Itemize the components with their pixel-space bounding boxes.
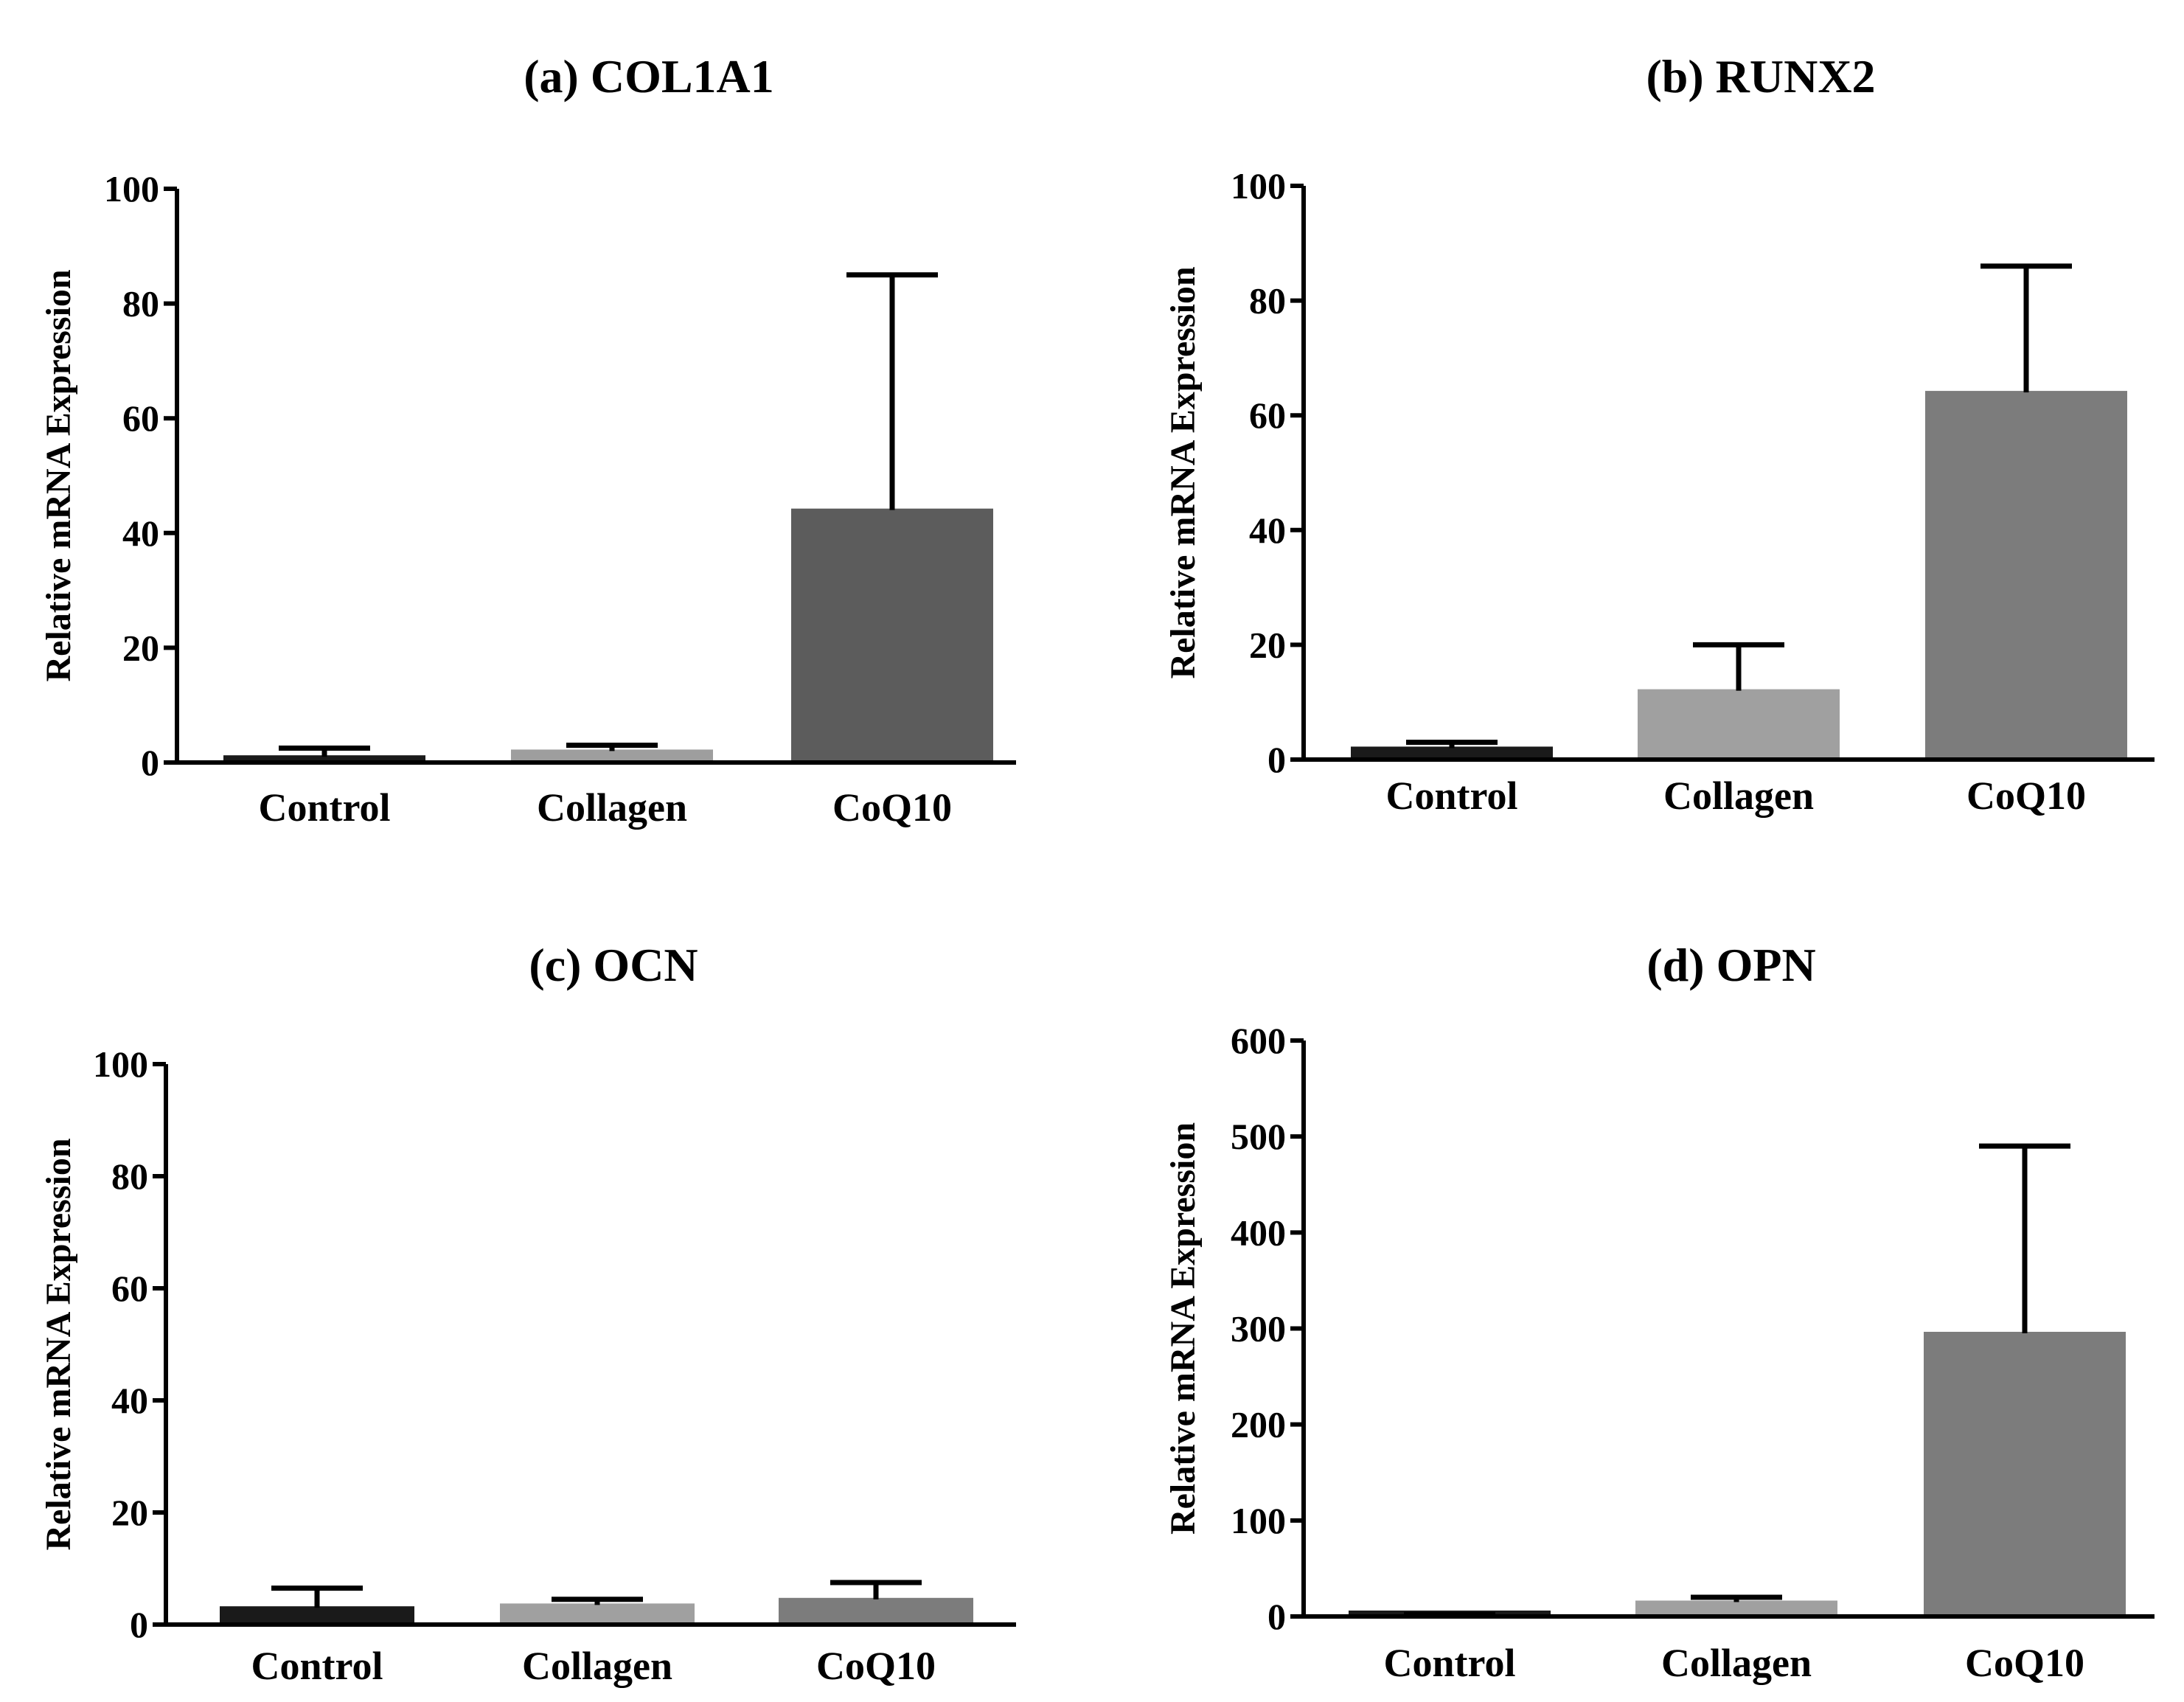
- panel-b-y-tick-label-40: 40: [1249, 510, 1286, 551]
- panel-c-category-label-control: Control: [251, 1644, 383, 1688]
- panel-b-y-tick-label-20: 20: [1249, 624, 1286, 665]
- panel-c-y-tick-label-0: 0: [130, 1604, 148, 1645]
- panel-d-y-tick-label-100: 100: [1231, 1500, 1286, 1541]
- panel-b-y-tick-label-0: 0: [1267, 739, 1286, 780]
- panel-a: (a) COL1A1 Relative mRNA Expression Contro…: [39, 50, 1016, 830]
- panel-c-y-tick-label-20: 20: [111, 1492, 148, 1533]
- panel-b-category-label-control: Control: [1385, 774, 1517, 818]
- panel-a-title: (a) COL1A1: [524, 50, 774, 103]
- panel-d-bar-coq10: [1924, 1332, 2126, 1618]
- panel-a-error-bar-coq10: [846, 272, 938, 510]
- panel-a-y-tick-label-40: 40: [122, 513, 159, 554]
- panel-d-category-label-control: Control: [1383, 1641, 1515, 1685]
- panel-b-error-bar-coq10: [1980, 263, 2072, 393]
- panel-a-y-tick-label-100: 100: [104, 168, 159, 209]
- panel-d-y-tick-label-600: 600: [1231, 1020, 1286, 1061]
- panel-c-y-tick-label-60: 60: [111, 1268, 148, 1309]
- panel-a-error-bar-control: [279, 746, 370, 757]
- panel-c-y-tick-label-100: 100: [93, 1043, 148, 1085]
- panel-d-y-tick-label-300: 300: [1231, 1308, 1286, 1350]
- panel-b-category-label-collagen: Collagen: [1663, 774, 1814, 818]
- panel-c: (c) OCN Relative mRNA Expression Control Co…: [39, 939, 1016, 1688]
- panel-d-category-label-coq10: CoQ10: [1965, 1641, 2084, 1685]
- panel-b-y-tick-label-60: 60: [1249, 395, 1286, 436]
- panel-a-category-label-coq10: CoQ10: [832, 785, 952, 830]
- panel-b: (b) RUNX2 Relative mRNA Expression Control…: [1164, 50, 2155, 818]
- panel-b-bar-collagen: [1638, 689, 1840, 762]
- panel-a-bar-coq10: [791, 508, 993, 764]
- panel-a-category-label-control: Control: [258, 785, 390, 830]
- panel-d-y-tick-label-400: 400: [1231, 1212, 1286, 1253]
- panel-b-y-tick-label-100: 100: [1231, 165, 1286, 206]
- panel-d-error-bar-collagen: [1691, 1594, 1782, 1602]
- panel-b-y-tick-label-80: 80: [1249, 280, 1286, 322]
- panel-c-y-tick-label-40: 40: [111, 1380, 148, 1421]
- panel-d-y-tick-label-200: 200: [1231, 1404, 1286, 1445]
- panel-d-error-bar-coq10: [1979, 1143, 2070, 1334]
- panel-b-error-bar-collagen: [1693, 642, 1784, 691]
- panel-a-y-tick-label-60: 60: [122, 397, 159, 439]
- panel-d-y-axis-title: Relative mRNA Expression: [1164, 1122, 1203, 1535]
- panel-c-bar-collagen: [500, 1603, 695, 1626]
- panel-d-category-label-collagen: Collagen: [1661, 1641, 1812, 1685]
- panel-b-error-bar-control: [1406, 740, 1498, 748]
- panel-c-category-label-collagen: Collagen: [522, 1644, 672, 1688]
- panel-a-y-axis-title: Relative mRNA Expression: [39, 269, 78, 681]
- panel-c-y-tick-label-80: 80: [111, 1156, 148, 1197]
- panel-c-error-bar-collagen: [552, 1597, 643, 1605]
- panel-d-y-tick-label-0: 0: [1267, 1596, 1286, 1637]
- panel-b-title: (b) RUNX2: [1646, 50, 1875, 103]
- panel-c-y-axis-title: Relative mRNA Expression: [39, 1138, 78, 1550]
- panel-c-error-bar-control: [271, 1585, 363, 1608]
- panel-c-title: (c) OCN: [529, 939, 698, 991]
- panel-c-error-bar-coq10: [830, 1580, 922, 1599]
- panel-c-bar-coq10: [779, 1597, 973, 1627]
- panel-a-y-tick-label-20: 20: [122, 627, 159, 668]
- panel-a-category-label-collagen: Collagen: [537, 785, 687, 830]
- panel-d-y-tick-label-500: 500: [1231, 1116, 1286, 1157]
- panel-d: (d) OPN Relative mRNA Expression Control Co…: [1164, 939, 2155, 1685]
- panel-d-title: (d) OPN: [1646, 939, 1815, 991]
- panel-a-error-bar-collagen: [566, 743, 658, 751]
- panel-b-y-axis-title: Relative mRNA Expression: [1164, 266, 1203, 678]
- panel-c-category-label-coq10: CoQ10: [816, 1644, 936, 1688]
- panel-a-y-tick-label-0: 0: [141, 742, 159, 783]
- panel-c-bar-control: [220, 1606, 414, 1626]
- panel-d-error-bar-control: [1404, 1611, 1495, 1617]
- panel-b-category-label-coq10: CoQ10: [1966, 774, 2086, 818]
- panel-a-y-tick-label-80: 80: [122, 283, 159, 324]
- panel-b-bar-coq10: [1925, 391, 2127, 762]
